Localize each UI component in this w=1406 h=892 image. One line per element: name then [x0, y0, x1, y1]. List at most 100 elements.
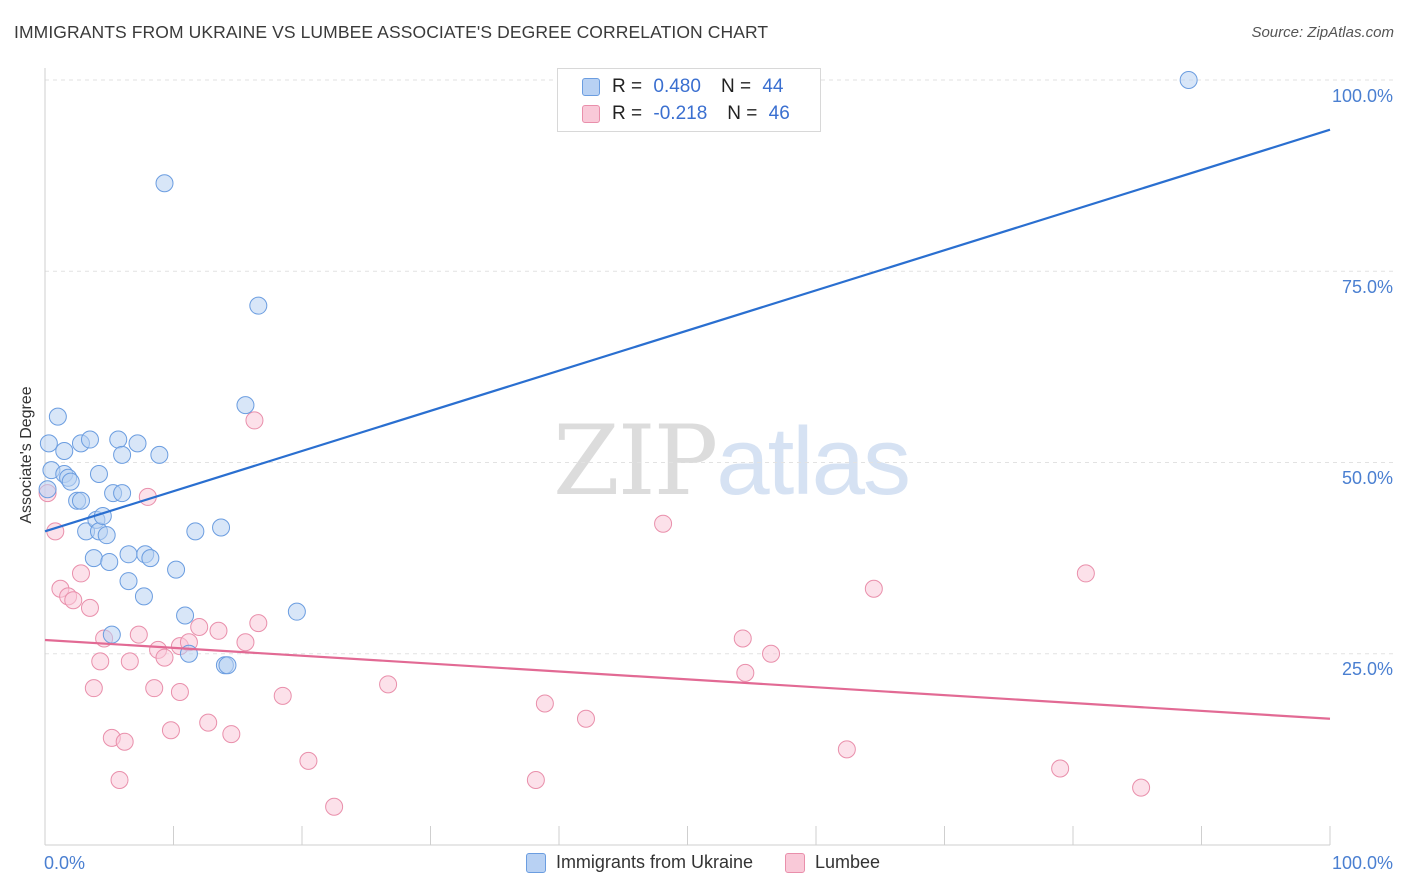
data-point [299, 751, 318, 770]
data-point [249, 296, 268, 315]
data-point [120, 652, 139, 671]
data-point [48, 407, 67, 426]
data-point [100, 552, 119, 571]
data-point [64, 591, 83, 610]
data-point [91, 652, 110, 671]
r-value: -0.218 [653, 103, 708, 124]
data-point [113, 445, 132, 464]
data-point [379, 675, 398, 694]
data-point [236, 633, 255, 652]
data-point [170, 683, 189, 701]
data-point [102, 625, 121, 644]
y-tick-label: 50.0% [1341, 468, 1393, 488]
data-point [526, 770, 545, 789]
trend-lines [44, 128, 1331, 720]
grid-lines [45, 79, 1395, 655]
y-axis-label: Associate's Degree [18, 386, 35, 524]
data-point [115, 732, 134, 751]
data-point [1051, 759, 1070, 778]
data-point [209, 621, 228, 640]
n-label: N = [727, 103, 758, 124]
legend: Immigrants from Ukraine Lumbee [0, 852, 1406, 873]
watermark: ZIPatlas [553, 405, 911, 517]
stats-row-ukraine: R = 0.480 N = 44 [582, 74, 783, 100]
data-point [141, 549, 160, 568]
data-point [119, 572, 138, 591]
data-point [150, 445, 169, 464]
watermark-zip: ZIP [553, 405, 718, 517]
data-point [89, 464, 108, 483]
data-point [80, 430, 99, 449]
legend-label: Lumbee [814, 852, 881, 872]
data-point [119, 545, 138, 564]
ukraine-trend-line [44, 128, 1331, 533]
watermark-atlas: atlas [716, 408, 911, 515]
data-point [186, 522, 205, 541]
data-point [1132, 778, 1151, 797]
n-value: 44 [762, 76, 784, 97]
data-point [80, 598, 99, 617]
y-tick-label: 75.0% [1341, 277, 1393, 297]
data-point [1179, 71, 1198, 89]
data-point [287, 602, 306, 621]
chart-title: IMMIGRANTS FROM UKRAINE VS LUMBEE ASSOCI… [14, 22, 769, 42]
data-point [134, 587, 153, 606]
data-point [535, 694, 554, 713]
data-point [161, 721, 180, 740]
data-point [733, 629, 752, 648]
data-point [129, 625, 148, 644]
r-label: R = [612, 76, 643, 97]
data-point [236, 396, 255, 415]
data-point [155, 648, 174, 667]
data-point [249, 614, 268, 633]
data-point [84, 549, 103, 568]
data-point [167, 560, 186, 579]
data-point [110, 770, 129, 789]
data-point [190, 617, 209, 636]
source-label: Source: ZipAtlas.com [1251, 24, 1394, 41]
data-point [212, 518, 231, 537]
data-point [1076, 564, 1095, 583]
legend-label: Immigrants from Ukraine [555, 852, 753, 872]
axes [44, 68, 1331, 846]
y-tick-label: 100.0% [1331, 86, 1393, 106]
data-point [762, 644, 781, 663]
data-point [38, 480, 57, 499]
n-label: N = [720, 76, 752, 97]
data-point [55, 442, 74, 461]
r-label: R = [612, 103, 643, 124]
data-point [654, 514, 673, 533]
stats-box: R = 0.480 N = 44 R = -0.218 N = 46 [557, 68, 821, 132]
data-point [128, 434, 147, 453]
data-point [864, 579, 883, 598]
x-tick-label: 100.0% [1331, 853, 1393, 873]
x-tick-label: 0.0% [44, 853, 86, 873]
data-point [176, 606, 195, 625]
pink-swatch [784, 852, 805, 873]
data-point [71, 491, 90, 510]
y-tick-label: 25.0% [1341, 659, 1393, 679]
data-point [576, 709, 595, 728]
lumbee-trend-line [44, 638, 1331, 720]
r-value: 0.480 [653, 76, 701, 97]
data-point [84, 679, 103, 698]
data-point [39, 434, 58, 453]
data-point [109, 430, 128, 449]
n-value: 46 [768, 103, 790, 124]
ukraine-points [38, 71, 1198, 675]
blue-swatch [582, 78, 600, 96]
data-point [113, 484, 132, 503]
legend-item-ukraine[interactable]: Immigrants from Ukraine [525, 852, 753, 873]
lumbee-points [38, 411, 1151, 816]
data-point [273, 686, 292, 705]
data-point [218, 656, 237, 675]
stats-row-lumbee: R = -0.218 N = 46 [582, 101, 790, 127]
blue-swatch [525, 852, 546, 873]
data-point [61, 472, 80, 491]
data-point [199, 713, 218, 732]
data-point [325, 797, 344, 816]
data-point [155, 174, 174, 193]
pink-swatch [582, 105, 600, 123]
legend-item-lumbee[interactable]: Lumbee [784, 852, 881, 873]
